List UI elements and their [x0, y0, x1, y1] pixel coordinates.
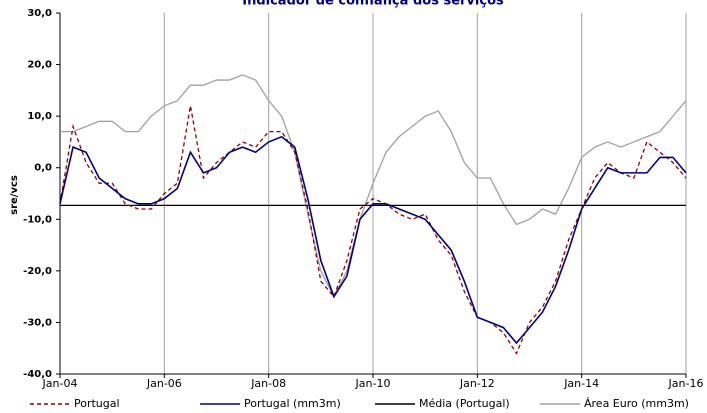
x-tick-label: Jan-16 — [668, 377, 704, 390]
y-tick-label: -40,0 — [23, 369, 52, 380]
y-tick-label: -30,0 — [23, 317, 52, 328]
y-tick-label: 30,0 — [27, 8, 52, 19]
y-tick-label: -10,0 — [23, 214, 52, 225]
legend-label: Área Euro (mm3m) — [584, 397, 689, 410]
x-tick-label: Jan-14 — [563, 377, 599, 390]
x-tick-label: Jan-12 — [459, 377, 495, 390]
y-axis-label: sre/vcs — [9, 175, 20, 215]
x-tick-label: Jan-08 — [250, 377, 286, 390]
y-tick-label: 20,0 — [27, 60, 52, 71]
x-tick-label: Jan-06 — [146, 377, 182, 390]
chart-title: Indicador de confiança dos serviços — [242, 0, 504, 9]
y-tick-label: 10,0 — [27, 111, 52, 122]
series-line — [60, 74, 687, 299]
series-line — [59, 135, 687, 345]
legend-label: Portugal — [74, 397, 120, 410]
legend-label: Média (Portugal) — [419, 397, 510, 410]
legend-label: Portugal (mm3m) — [244, 397, 341, 410]
y-tick-label: -20,0 — [23, 266, 52, 277]
y-tick-label: 0,0 — [34, 163, 52, 174]
x-tick-label: Jan-04 — [42, 377, 78, 390]
x-tick-label: Jan-10 — [355, 377, 391, 390]
